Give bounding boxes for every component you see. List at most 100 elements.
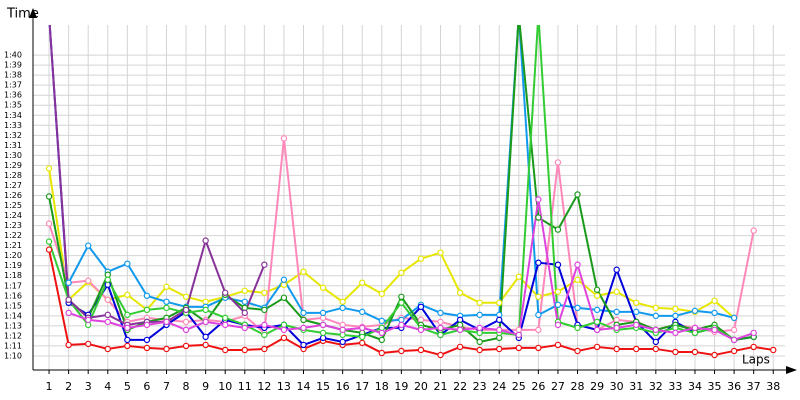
data-point <box>593 326 601 334</box>
data-point <box>554 288 562 295</box>
y-tick-label: 1:10 <box>4 351 22 360</box>
data-point <box>750 227 757 234</box>
data-point <box>593 292 601 299</box>
data-point <box>124 311 131 319</box>
y-tick-label: 1:11 <box>4 341 22 350</box>
data-point <box>633 299 640 307</box>
data-point <box>182 318 190 326</box>
data-point <box>241 298 248 306</box>
x-tick-label: 26 <box>531 380 545 393</box>
data-point <box>222 321 229 329</box>
data-point <box>261 331 268 339</box>
data-point <box>535 214 542 221</box>
x-tick-label: 34 <box>688 380 702 393</box>
data-point <box>574 304 581 312</box>
data-point <box>65 341 72 349</box>
x-tick-label: 31 <box>629 380 643 393</box>
series-line <box>48 25 735 341</box>
data-point <box>476 338 483 346</box>
data-point <box>476 324 483 332</box>
data-point <box>163 298 170 306</box>
y-tick-label: 1:18 <box>4 271 22 280</box>
data-point <box>437 249 444 256</box>
data-point <box>437 331 444 339</box>
data-point <box>672 305 679 313</box>
data-point <box>516 12 521 17</box>
data-point <box>319 284 327 291</box>
data-point <box>143 336 151 344</box>
data-point <box>574 191 581 198</box>
data-point <box>104 311 111 319</box>
y-tick-label: 1:22 <box>4 231 22 240</box>
y-tick-label: 1:13 <box>4 321 22 330</box>
y-tick-label: 1:14 <box>4 311 22 320</box>
x-tick-label: 7 <box>163 380 170 393</box>
data-point <box>496 316 503 324</box>
data-point <box>202 341 209 349</box>
data-point <box>104 318 111 326</box>
data-point <box>359 279 366 286</box>
y-tick-label: 1:25 <box>4 201 22 210</box>
data-point <box>613 345 620 353</box>
y-tick-label: 1:34 <box>4 111 22 120</box>
data-point <box>300 309 307 317</box>
data-point <box>398 293 405 300</box>
data-point <box>378 290 385 297</box>
data-point <box>202 333 209 341</box>
x-tick-label: 3 <box>85 380 92 393</box>
data-point <box>143 292 151 299</box>
data-point <box>45 165 53 172</box>
x-axis-arrow <box>786 366 797 374</box>
data-point <box>182 293 190 300</box>
data-point <box>84 242 92 249</box>
x-tick-label: 17 <box>355 380 369 393</box>
data-point <box>515 344 523 352</box>
x-tick-label: 9 <box>202 380 209 393</box>
data-point <box>241 309 248 317</box>
data-point <box>691 307 699 315</box>
data-point <box>222 346 229 354</box>
data-point <box>84 316 92 324</box>
y-axis-title: Time <box>6 7 39 22</box>
data-point <box>339 326 346 334</box>
data-point <box>202 306 209 314</box>
data-point <box>437 351 444 359</box>
data-point <box>339 304 346 312</box>
data-point <box>84 340 92 348</box>
series-line <box>48 168 735 319</box>
data-point <box>261 321 268 329</box>
x-tick-label: 1 <box>46 380 53 393</box>
x-tick-label: 6 <box>143 380 150 393</box>
data-point <box>182 326 190 334</box>
x-tick-label: 28 <box>571 380 585 393</box>
data-point <box>535 326 542 334</box>
data-point <box>496 326 503 334</box>
x-tick-label: 19 <box>394 380 408 393</box>
data-point <box>280 135 288 142</box>
data-point <box>515 273 523 280</box>
x-tick-label: 27 <box>551 380 565 393</box>
x-tick-label: 11 <box>238 380 252 393</box>
data-point <box>261 306 268 314</box>
data-point <box>574 347 581 355</box>
y-tick-label: 1:19 <box>4 261 22 270</box>
data-point <box>515 331 523 339</box>
data-point <box>124 324 131 332</box>
data-point <box>476 311 483 319</box>
data-point <box>456 289 464 296</box>
y-tick-label: 1:26 <box>4 191 22 200</box>
x-tick-label: 15 <box>316 380 330 393</box>
data-point <box>124 260 131 267</box>
x-tick-label: 2 <box>65 380 72 393</box>
data-point <box>202 237 209 244</box>
data-point <box>261 289 268 296</box>
data-point <box>652 312 660 320</box>
data-point <box>652 345 660 353</box>
y-tick-label: 1:28 <box>4 171 22 180</box>
data-point <box>730 326 738 334</box>
y-tick-label: 1:36 <box>4 91 22 100</box>
data-point <box>45 246 53 253</box>
data-point <box>593 318 601 326</box>
data-point <box>378 329 385 337</box>
